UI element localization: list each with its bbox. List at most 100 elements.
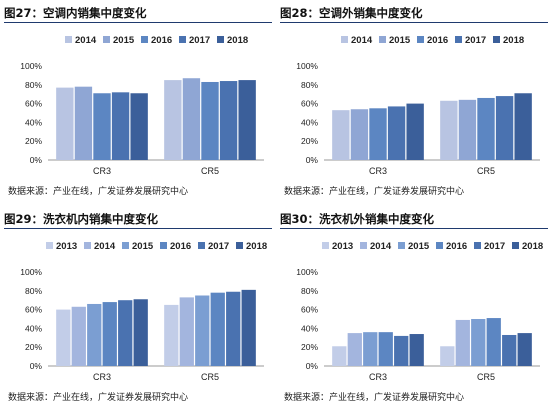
panel-washer-domestic: 图29：洗衣机内销集中度变化 2013 2014 2015 2016 2017 2018 0… <box>4 210 272 410</box>
bar <box>514 93 532 160</box>
bar <box>164 304 179 366</box>
legend-label: 2018 <box>522 241 543 252</box>
legend-swatch <box>455 36 462 43</box>
legend-label: 2016 <box>446 241 467 252</box>
bar <box>471 319 486 366</box>
bar <box>102 302 117 366</box>
y-tick-label: 60% <box>301 99 318 109</box>
bar <box>226 291 241 366</box>
legend-label: 2016 <box>170 241 191 252</box>
bar <box>179 297 194 366</box>
legend-swatch <box>236 242 243 249</box>
y-tick-label: 100% <box>20 61 42 71</box>
bar <box>71 306 86 366</box>
bar <box>458 99 477 160</box>
x-tick-label: CR3 <box>369 166 387 176</box>
bar <box>93 93 111 160</box>
y-tick-label: 60% <box>301 305 318 315</box>
chart-title: 图29：洗衣机内销集中度变化 <box>4 210 272 229</box>
bar <box>201 81 219 160</box>
legend-swatch <box>417 36 424 43</box>
y-tick-label: 0% <box>30 155 43 165</box>
bar <box>486 318 501 366</box>
bar <box>195 295 210 366</box>
y-tick-label: 0% <box>306 155 319 165</box>
legend-label: 2014 <box>94 241 116 252</box>
bar <box>219 81 238 160</box>
legend-swatch <box>46 242 53 249</box>
legend: 2014 2015 2016 2017 2018 <box>341 35 524 46</box>
source-note: 数据来源：产业在线，广发证券发展研究中心 <box>284 187 465 197</box>
legend-swatch <box>122 242 129 249</box>
legend-swatch <box>493 36 500 43</box>
x-tick-label: CR5 <box>201 166 219 176</box>
legend-label: 2013 <box>332 241 353 252</box>
y-tick-label: 20% <box>25 342 42 352</box>
bar <box>56 87 74 160</box>
legend-label: 2018 <box>503 35 524 46</box>
legend-swatch <box>65 36 72 43</box>
bar <box>369 108 387 160</box>
bar <box>406 103 424 160</box>
bar <box>130 93 148 160</box>
x-tick-label: CR5 <box>201 372 219 382</box>
x-tick-label: CR3 <box>93 166 111 176</box>
panel-aircon-domestic: 图27：空调内销集中度变化 2014 2015 2016 2017 2018 0% 20% 4… <box>4 4 272 204</box>
legend-label: 2015 <box>389 35 411 46</box>
bar <box>502 334 517 366</box>
y-tick-label: 0% <box>306 361 319 371</box>
bar <box>387 106 406 160</box>
chart-title: 图30：洗衣机外销集中度变化 <box>280 210 548 229</box>
legend-swatch <box>360 242 367 249</box>
panel-washer-export: 图30：洗衣机外销集中度变化 2013 2014 2015 2016 2017 2018 0… <box>280 210 548 410</box>
legend-label: 2015 <box>113 35 135 46</box>
source-note: 数据来源：产业在线，广发证券发展研究中心 <box>284 393 465 403</box>
bar <box>495 96 514 160</box>
bar-chart: 2014 2015 2016 2017 2018 0% 20% 40% 60% 80% 100% CR… <box>296 35 540 176</box>
bar <box>350 109 369 160</box>
legend-label: 2017 <box>208 241 229 252</box>
bar <box>238 80 256 160</box>
bar-chart: 2014 2015 2016 2017 2018 0% 20% 40% 60% 80% 100% CR… <box>20 35 264 176</box>
legend: 2013 2014 2015 2016 2017 2018 <box>322 241 543 252</box>
legend-label: 2017 <box>484 241 505 252</box>
bar <box>409 334 424 366</box>
legend-swatch <box>398 242 405 249</box>
y-tick-label: 100% <box>296 61 318 71</box>
bar <box>87 303 102 366</box>
legend-swatch <box>217 36 224 43</box>
y-tick-label: 100% <box>20 267 42 277</box>
y-tick-label: 0% <box>30 361 43 371</box>
panel-aircon-export: 图28：空调外销集中度变化 2014 2015 2016 2017 2018 0% 20% 4… <box>280 4 548 204</box>
y-tick-label: 40% <box>301 323 318 333</box>
legend-label: 2017 <box>465 35 486 46</box>
bar-chart: 2013 2014 2015 2016 2017 2018 0% 20% 40% 60% 80% 10… <box>20 241 267 382</box>
y-tick-label: 80% <box>25 80 42 90</box>
legend-label: 2018 <box>227 35 248 46</box>
bar <box>111 92 130 160</box>
bar <box>241 289 256 366</box>
legend-swatch <box>436 242 443 249</box>
source-note: 数据来源：产业在线，广发证券发展研究中心 <box>8 187 189 197</box>
bar <box>455 319 470 366</box>
y-tick-label: 20% <box>301 342 318 352</box>
legend-swatch <box>198 242 205 249</box>
legend-swatch <box>141 36 148 43</box>
legend-swatch <box>84 242 91 249</box>
bar <box>332 346 347 366</box>
legend-label: 2015 <box>132 241 154 252</box>
bar <box>164 80 182 160</box>
chart-title: 图28：空调外销集中度变化 <box>280 4 548 23</box>
bar <box>517 333 532 366</box>
bar-chart: 2013 2014 2015 2016 2017 2018 0% 20% 40% 60% 80% 10… <box>296 241 543 382</box>
bar <box>440 346 455 366</box>
y-tick-label: 100% <box>296 267 318 277</box>
legend-label: 2018 <box>246 241 267 252</box>
legend-swatch <box>160 242 167 249</box>
x-tick-label: CR5 <box>477 372 495 382</box>
legend-label: 2014 <box>351 35 373 46</box>
bar <box>210 292 225 366</box>
bar <box>74 86 93 160</box>
legend-swatch <box>379 36 386 43</box>
legend-label: 2013 <box>56 241 77 252</box>
